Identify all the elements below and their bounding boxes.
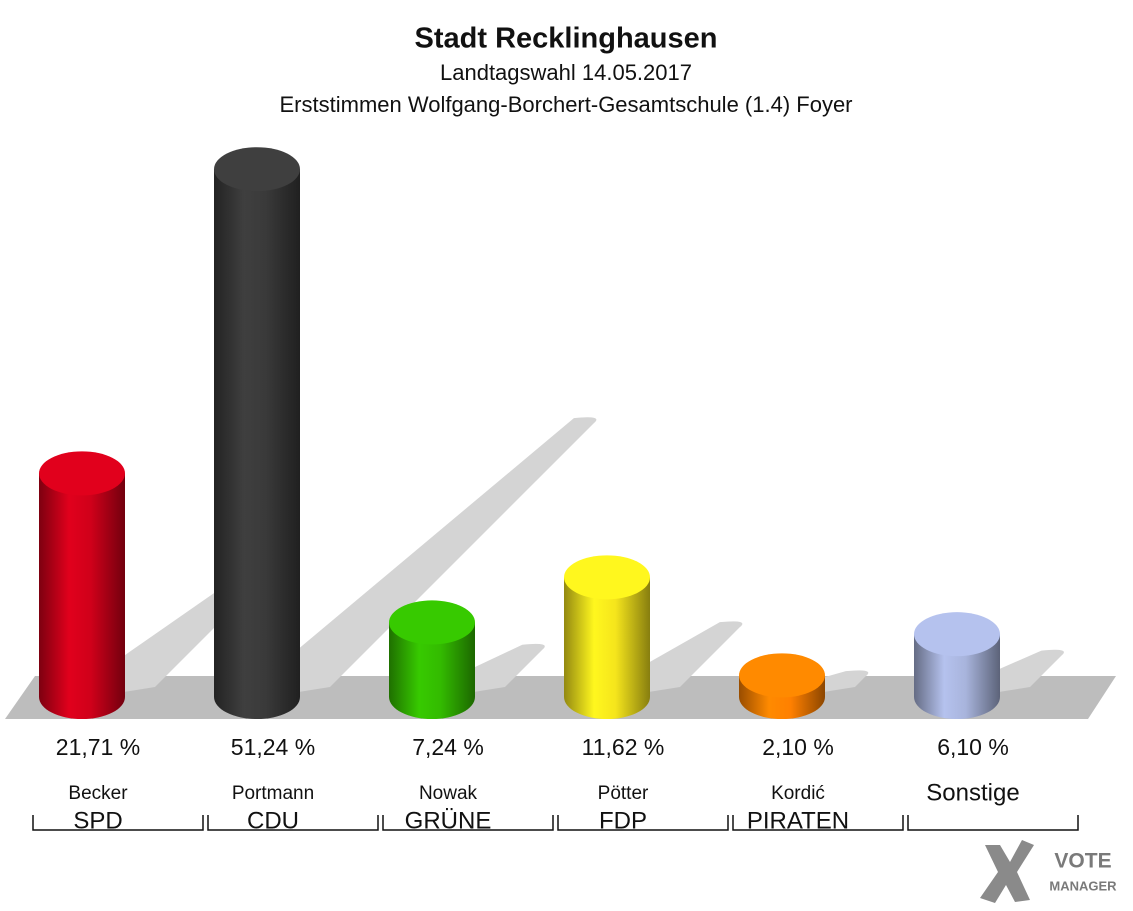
category-bracket [557, 815, 729, 831]
chart-title: Stadt Recklinghausen [415, 23, 718, 55]
candidate-label: Becker [68, 783, 128, 804]
value-label: 51,24 % [231, 734, 315, 760]
logo-mark [980, 840, 1034, 903]
logo: VOTE MANAGER [980, 840, 1117, 903]
bar [39, 473, 125, 719]
value-label: 2,10 % [762, 734, 834, 760]
logo-text: VOTE [1054, 850, 1111, 873]
bar-top [739, 653, 825, 698]
bar-top [214, 147, 300, 192]
bar [389, 622, 475, 719]
category-bracket [907, 815, 1079, 831]
category-bracket [32, 815, 204, 831]
bar [214, 169, 300, 719]
value-label: 21,71 % [56, 734, 140, 760]
value-label: 6,10 % [937, 734, 1009, 760]
candidate-label: Portmann [232, 783, 314, 804]
bar-shadow [247, 417, 597, 697]
bar [914, 634, 1000, 719]
bar-top [564, 555, 650, 600]
chart-subtitle: Erststimmen Wolfgang-Borchert-Gesamtschu… [280, 92, 853, 117]
value-label: 7,24 % [412, 734, 484, 760]
category-bracket [207, 815, 379, 831]
candidate-label: Nowak [419, 783, 478, 804]
bar [564, 577, 650, 719]
candidate-label: Pötter [598, 783, 649, 804]
bar-top [39, 451, 125, 496]
logo-text: MANAGER [1049, 878, 1117, 893]
value-label: 11,62 % [582, 734, 665, 760]
candidate-label: Kordić [771, 783, 825, 804]
category-bracket [382, 815, 554, 831]
bars [39, 147, 1000, 719]
x-tick-label: Sonstige [926, 779, 1019, 806]
bar-top [389, 600, 475, 645]
chart-subtitle: Landtagswahl 14.05.2017 [440, 60, 692, 85]
bar-top [914, 612, 1000, 657]
category-bracket [732, 815, 904, 831]
